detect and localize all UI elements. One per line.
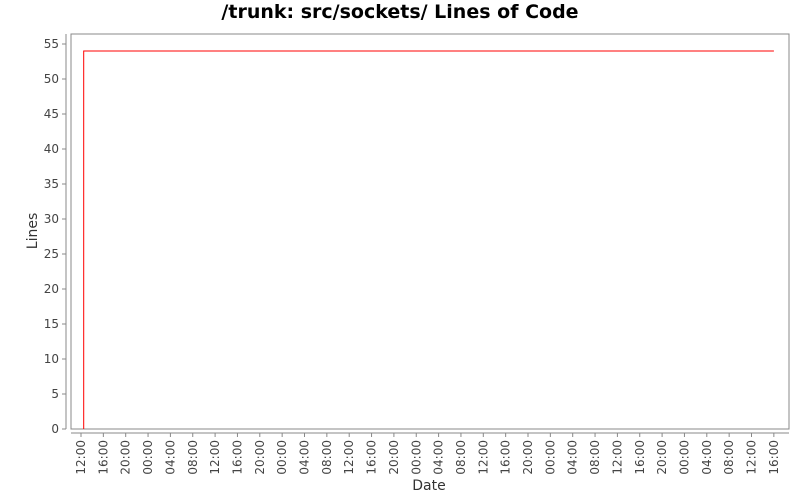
x-tick-label: 08:00 (588, 440, 602, 475)
x-tick-label: 08:00 (454, 440, 468, 475)
x-tick-label: 08:00 (320, 440, 334, 475)
x-tick-label: 12:00 (208, 440, 222, 475)
y-tick-label: 10 (44, 352, 59, 366)
x-tick-label: 04:00 (432, 440, 446, 475)
x-tick-label: 16:00 (633, 440, 647, 475)
x-tick-label: 20:00 (655, 440, 669, 475)
y-tick-label: 25 (44, 247, 59, 261)
x-tick-label: 00:00 (409, 440, 423, 475)
y-axis-label: Lines (25, 213, 41, 249)
x-tick-label: 00:00 (677, 440, 691, 475)
y-tick-label: 5 (51, 387, 59, 401)
x-tick-label: 00:00 (141, 440, 155, 475)
x-tick-label: 16:00 (499, 440, 513, 475)
y-tick-label: 15 (44, 317, 59, 331)
x-tick-label: 08:00 (722, 440, 736, 475)
x-tick-label: 20:00 (253, 440, 267, 475)
chart-title: /trunk: src/sockets/ Lines of Code (221, 1, 579, 23)
y-tick-label: 55 (44, 37, 59, 51)
plot-area (70, 33, 790, 430)
x-tick-label: 16:00 (230, 440, 244, 475)
y-tick-label: 45 (44, 107, 59, 121)
x-tick-label: 04:00 (700, 440, 714, 475)
series-line (83, 50, 774, 429)
x-tick-label: 16:00 (96, 440, 110, 475)
x-tick-label: 12:00 (74, 440, 88, 475)
y-tick-label: 30 (44, 212, 59, 226)
x-tick-label: 12:00 (745, 440, 759, 475)
x-tick-label: 00:00 (543, 440, 557, 475)
x-tick-label: 16:00 (767, 440, 781, 475)
x-tick-label: 00:00 (275, 440, 289, 475)
y-tick-label: 20 (44, 282, 59, 296)
x-tick-label: 16:00 (365, 440, 379, 475)
x-tick-label: 04:00 (298, 440, 312, 475)
x-tick-label: 04:00 (163, 440, 177, 475)
x-tick-label: 20:00 (119, 440, 133, 475)
y-tick-label: 35 (44, 177, 59, 191)
x-tick-label: 12:00 (476, 440, 490, 475)
x-tick-label: 20:00 (387, 440, 401, 475)
x-tick-label: 12:00 (610, 440, 624, 475)
x-tick-label: 04:00 (566, 440, 580, 475)
y-tick-label: 50 (44, 72, 59, 86)
y-tick-label: 40 (44, 142, 59, 156)
x-tick-label: 20:00 (521, 440, 535, 475)
y-tick-label: 0 (51, 422, 59, 436)
x-tick-label: 08:00 (186, 440, 200, 475)
x-tick-label: 12:00 (342, 440, 356, 475)
x-axis-label: Date (412, 478, 445, 494)
